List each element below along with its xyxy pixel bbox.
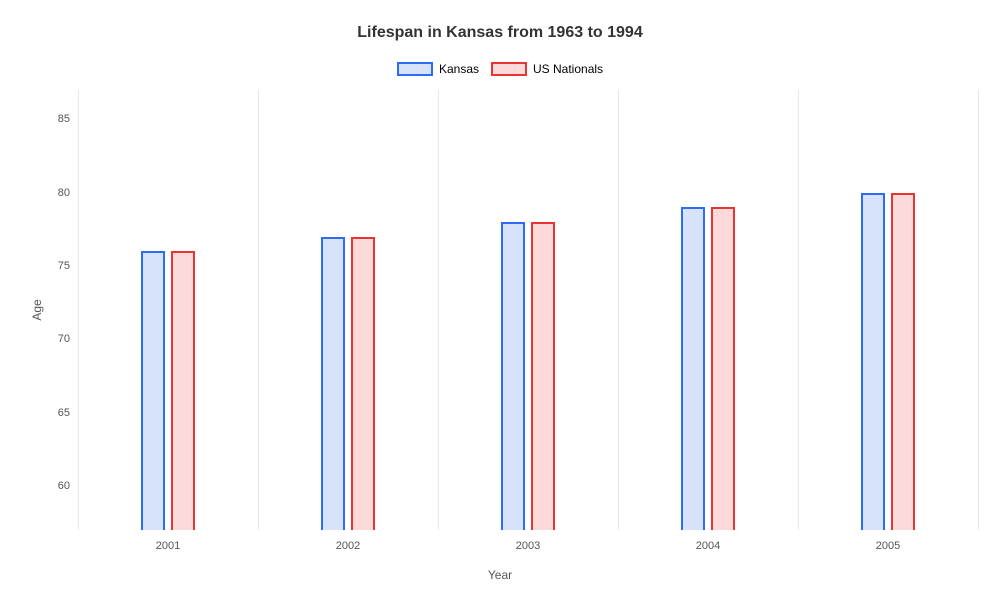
gridline-vertical bbox=[78, 90, 79, 530]
bar bbox=[681, 207, 705, 530]
bar bbox=[891, 193, 915, 530]
plot-area: 60657075808520012002200320042005 bbox=[78, 90, 978, 530]
y-tick-label: 60 bbox=[58, 480, 78, 492]
x-tick-label: 2002 bbox=[336, 530, 360, 552]
y-tick-label: 80 bbox=[58, 187, 78, 199]
bar bbox=[711, 207, 735, 530]
legend-swatch bbox=[491, 62, 527, 76]
legend-item: Kansas bbox=[397, 62, 479, 76]
gridline-vertical bbox=[438, 90, 439, 530]
gridline-vertical bbox=[978, 90, 979, 530]
x-tick-label: 2004 bbox=[696, 530, 720, 552]
legend-label: US Nationals bbox=[533, 62, 603, 76]
gridline-vertical bbox=[798, 90, 799, 530]
chart-title: Lifespan in Kansas from 1963 to 1994 bbox=[0, 24, 1000, 42]
y-axis-title: Age bbox=[30, 299, 44, 320]
bar bbox=[321, 237, 345, 530]
x-tick-label: 2001 bbox=[156, 530, 180, 552]
x-tick-label: 2005 bbox=[876, 530, 900, 552]
bar bbox=[171, 251, 195, 530]
y-tick-label: 65 bbox=[58, 407, 78, 419]
y-tick-label: 85 bbox=[58, 113, 78, 125]
bar bbox=[861, 193, 885, 530]
legend-item: US Nationals bbox=[491, 62, 603, 76]
chart-container: Lifespan in Kansas from 1963 to 1994 Kan… bbox=[0, 0, 1000, 600]
bar bbox=[141, 251, 165, 530]
gridline-vertical bbox=[258, 90, 259, 530]
bar bbox=[501, 222, 525, 530]
y-tick-label: 70 bbox=[58, 333, 78, 345]
x-axis-title: Year bbox=[0, 568, 1000, 582]
bar bbox=[531, 222, 555, 530]
bar bbox=[351, 237, 375, 530]
y-tick-label: 75 bbox=[58, 260, 78, 272]
x-tick-label: 2003 bbox=[516, 530, 540, 552]
gridline-vertical bbox=[618, 90, 619, 530]
legend: Kansas US Nationals bbox=[0, 62, 1000, 76]
legend-label: Kansas bbox=[439, 62, 479, 76]
legend-swatch bbox=[397, 62, 433, 76]
